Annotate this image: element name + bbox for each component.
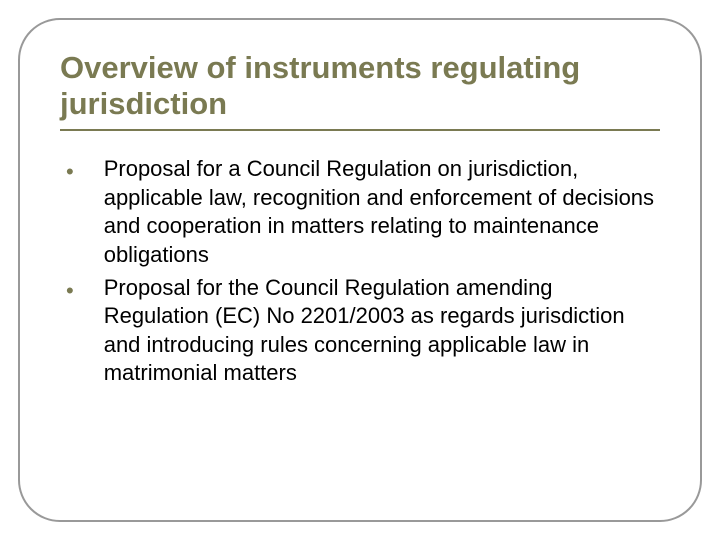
slide-frame: Overview of instruments regulating juris… bbox=[18, 18, 702, 522]
bullet-text: Proposal for a Council Regulation on jur… bbox=[104, 155, 660, 269]
list-item: • Proposal for the Council Regulation am… bbox=[60, 274, 660, 388]
list-item: • Proposal for a Council Regulation on j… bbox=[60, 155, 660, 269]
bullet-icon: • bbox=[66, 280, 74, 302]
slide-title: Overview of instruments regulating juris… bbox=[60, 50, 660, 121]
bullet-text: Proposal for the Council Regulation amen… bbox=[104, 274, 660, 388]
title-underline bbox=[60, 129, 660, 131]
bullet-icon: • bbox=[66, 161, 74, 183]
bullet-list: • Proposal for a Council Regulation on j… bbox=[60, 155, 660, 388]
